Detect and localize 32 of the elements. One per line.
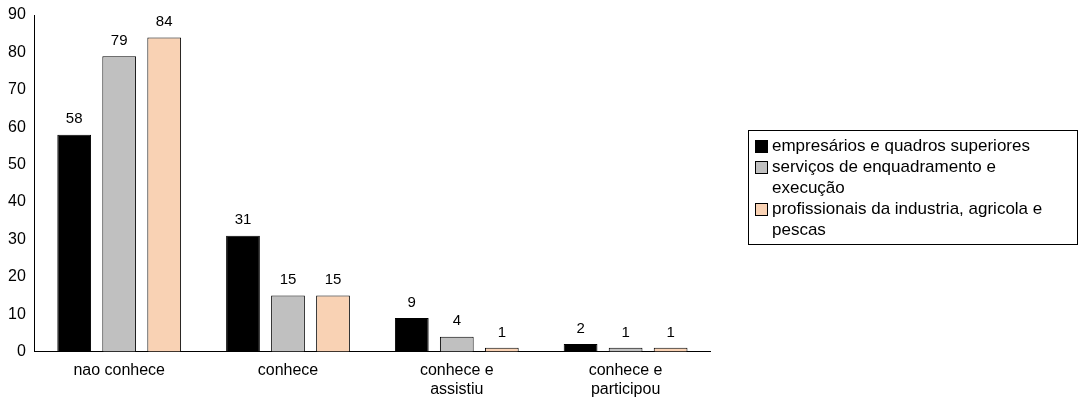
data-label: 1 <box>621 322 630 340</box>
data-label: 4 <box>452 311 461 329</box>
data-label: 84 <box>155 12 173 30</box>
data-label: 15 <box>324 270 342 288</box>
y-tick-label: 40 <box>8 192 26 210</box>
y-tick-label: 60 <box>8 117 26 135</box>
data-label: 31 <box>234 210 252 228</box>
data-label: 79 <box>110 30 128 48</box>
y-tick-label: 50 <box>8 155 26 173</box>
bar <box>394 317 429 352</box>
y-tick-label: 10 <box>8 304 26 322</box>
bar <box>563 344 598 352</box>
x-tick-label: conhece e participou <box>588 360 663 397</box>
x-tick-label: nao conhece <box>73 360 166 378</box>
data-label: 2 <box>576 318 585 336</box>
legend-label: empresários e quadros superiores <box>772 135 1030 156</box>
y-tick-label: 80 <box>8 42 26 60</box>
legend-label: profissionais da industria, agricola e pescas <box>772 198 1044 240</box>
y-tick-label: 70 <box>8 80 26 98</box>
bar <box>226 235 260 352</box>
x-tick-label: conhece e assistiu <box>419 360 494 397</box>
data-label: 15 <box>279 270 297 288</box>
y-tick-label: 20 <box>8 267 26 285</box>
y-tick-label: 0 <box>16 342 26 360</box>
data-label: 9 <box>407 292 416 310</box>
y-tick-label: 30 <box>8 229 26 247</box>
x-tick-label: conhece <box>257 360 319 378</box>
y-tick-label: 90 <box>8 5 26 23</box>
data-label: 1 <box>666 322 675 340</box>
bar <box>57 134 92 352</box>
data-label: 58 <box>65 109 83 127</box>
data-label: 1 <box>497 322 506 340</box>
